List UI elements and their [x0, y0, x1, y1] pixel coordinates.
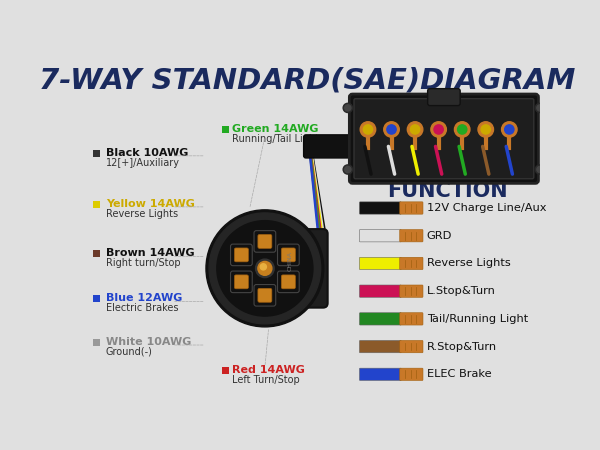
- Circle shape: [505, 125, 514, 134]
- FancyBboxPatch shape: [400, 313, 423, 325]
- FancyBboxPatch shape: [349, 94, 538, 183]
- Circle shape: [387, 125, 396, 134]
- Bar: [222, 126, 229, 133]
- Circle shape: [454, 122, 470, 137]
- Circle shape: [535, 165, 545, 174]
- FancyBboxPatch shape: [278, 244, 299, 266]
- FancyBboxPatch shape: [359, 285, 401, 297]
- Bar: [93, 201, 100, 207]
- Circle shape: [537, 105, 543, 111]
- Text: White 10AWG: White 10AWG: [106, 337, 191, 347]
- Circle shape: [256, 259, 274, 278]
- Text: Ground(-): Ground(-): [106, 347, 153, 357]
- FancyBboxPatch shape: [281, 248, 295, 262]
- FancyBboxPatch shape: [354, 99, 534, 179]
- Text: CHINA: CHINA: [287, 251, 292, 270]
- Circle shape: [344, 105, 351, 111]
- FancyBboxPatch shape: [235, 275, 248, 289]
- FancyBboxPatch shape: [258, 288, 272, 302]
- Circle shape: [434, 125, 443, 134]
- FancyBboxPatch shape: [400, 341, 423, 353]
- Circle shape: [260, 264, 266, 270]
- Text: Black 10AWG: Black 10AWG: [106, 148, 188, 158]
- Text: Electric Brakes: Electric Brakes: [106, 303, 179, 313]
- FancyBboxPatch shape: [359, 313, 401, 325]
- FancyBboxPatch shape: [254, 231, 276, 252]
- Text: FUNCTION: FUNCTION: [386, 181, 508, 201]
- Text: Green 14AWG: Green 14AWG: [232, 124, 318, 134]
- FancyBboxPatch shape: [400, 230, 423, 242]
- Circle shape: [217, 220, 313, 316]
- FancyBboxPatch shape: [230, 244, 252, 266]
- Circle shape: [206, 210, 324, 327]
- Text: R.Stop&Turn: R.Stop&Turn: [427, 342, 497, 351]
- Bar: [93, 339, 100, 346]
- Circle shape: [258, 261, 272, 275]
- Text: Running/Tail Lights: Running/Tail Lights: [232, 134, 323, 144]
- Circle shape: [364, 125, 373, 134]
- Circle shape: [360, 122, 376, 137]
- Text: 12V Charge Line/Aux: 12V Charge Line/Aux: [427, 203, 547, 213]
- FancyBboxPatch shape: [359, 341, 401, 353]
- Circle shape: [431, 122, 446, 137]
- FancyBboxPatch shape: [400, 285, 423, 297]
- Text: Blue 12AWG: Blue 12AWG: [106, 293, 182, 303]
- FancyBboxPatch shape: [281, 275, 295, 289]
- FancyBboxPatch shape: [254, 284, 276, 306]
- Text: L.Stop&Turn: L.Stop&Turn: [427, 286, 496, 296]
- Circle shape: [502, 122, 517, 137]
- Circle shape: [209, 213, 320, 324]
- Circle shape: [407, 122, 423, 137]
- FancyBboxPatch shape: [235, 248, 248, 262]
- Text: 12[+]/Auxiliary: 12[+]/Auxiliary: [106, 158, 180, 168]
- Text: GRD: GRD: [427, 231, 452, 241]
- FancyBboxPatch shape: [428, 89, 460, 106]
- Text: Yellow 14AWG: Yellow 14AWG: [106, 199, 195, 209]
- Text: Tail/Running Light: Tail/Running Light: [427, 314, 528, 324]
- Bar: [222, 367, 229, 374]
- FancyBboxPatch shape: [359, 230, 401, 242]
- Circle shape: [410, 125, 420, 134]
- Circle shape: [343, 165, 352, 174]
- FancyBboxPatch shape: [400, 368, 423, 381]
- FancyBboxPatch shape: [400, 202, 423, 214]
- Bar: [93, 295, 100, 302]
- FancyBboxPatch shape: [359, 368, 401, 381]
- Bar: [93, 250, 100, 257]
- Text: Left Turn/Stop: Left Turn/Stop: [232, 375, 299, 386]
- Text: Reverse Lights: Reverse Lights: [427, 258, 511, 269]
- Circle shape: [343, 104, 352, 112]
- FancyBboxPatch shape: [359, 202, 401, 214]
- Circle shape: [481, 125, 490, 134]
- Circle shape: [384, 122, 399, 137]
- Circle shape: [478, 122, 493, 137]
- Bar: [93, 150, 100, 157]
- Circle shape: [458, 125, 467, 134]
- Text: Right turn/Stop: Right turn/Stop: [106, 258, 181, 268]
- FancyBboxPatch shape: [258, 234, 272, 248]
- FancyBboxPatch shape: [359, 257, 401, 270]
- Circle shape: [537, 166, 543, 173]
- Text: 7-WAY STANDARD(SAE)DIAGRAM: 7-WAY STANDARD(SAE)DIAGRAM: [40, 66, 575, 94]
- Circle shape: [535, 104, 545, 112]
- Circle shape: [344, 166, 351, 173]
- FancyBboxPatch shape: [400, 257, 423, 270]
- Text: ELEC Brake: ELEC Brake: [427, 369, 491, 379]
- FancyBboxPatch shape: [278, 271, 299, 292]
- Text: Reverse Lights: Reverse Lights: [106, 209, 178, 219]
- FancyBboxPatch shape: [230, 271, 252, 292]
- FancyBboxPatch shape: [256, 229, 328, 308]
- FancyBboxPatch shape: [304, 135, 355, 158]
- Text: Red 14AWG: Red 14AWG: [232, 365, 304, 375]
- Text: Brown 14AWG: Brown 14AWG: [106, 248, 194, 258]
